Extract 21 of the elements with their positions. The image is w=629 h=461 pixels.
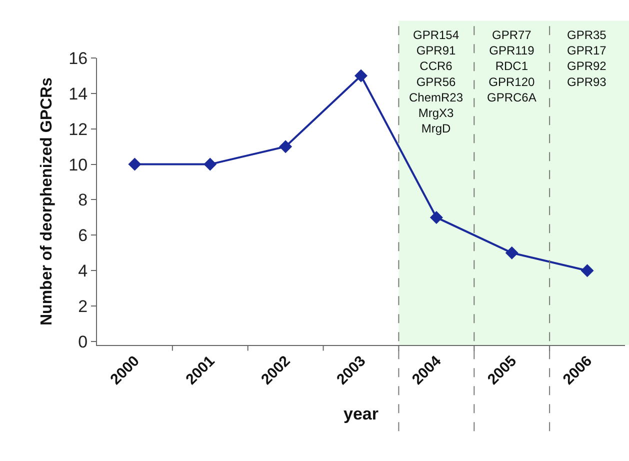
point — [430, 210, 443, 224]
point — [128, 158, 142, 171]
y-tick-label: 4 — [78, 262, 88, 281]
point — [505, 246, 518, 260]
band-label: GPR77 GPR119 RDC1 GPR120 GPRC6A — [487, 28, 536, 104]
y-tick-label: 10 — [68, 155, 88, 174]
point — [279, 140, 292, 154]
point — [204, 158, 217, 171]
point — [354, 69, 368, 82]
y-tick-label: 12 — [68, 120, 88, 139]
band-label: GPR35 GPR17 GPR92 GPR93 — [567, 28, 607, 89]
band-label: GPR154 GPR91 CCR6 GPR56 ChemR23 MrgX3 MrgD — [409, 28, 464, 136]
y-tick-label: 2 — [78, 296, 88, 316]
y-tick-label: 14 — [68, 84, 88, 104]
y-tick-label: 8 — [78, 190, 88, 210]
x-axis-title: year — [344, 404, 379, 424]
y-tick-label: 6 — [78, 226, 88, 246]
y-tick-label: 16 — [68, 48, 88, 68]
y-tick-label: 0 — [78, 332, 88, 352]
y-axis-title: Number of deorphenized GPCRs — [38, 77, 56, 326]
point — [580, 264, 594, 278]
